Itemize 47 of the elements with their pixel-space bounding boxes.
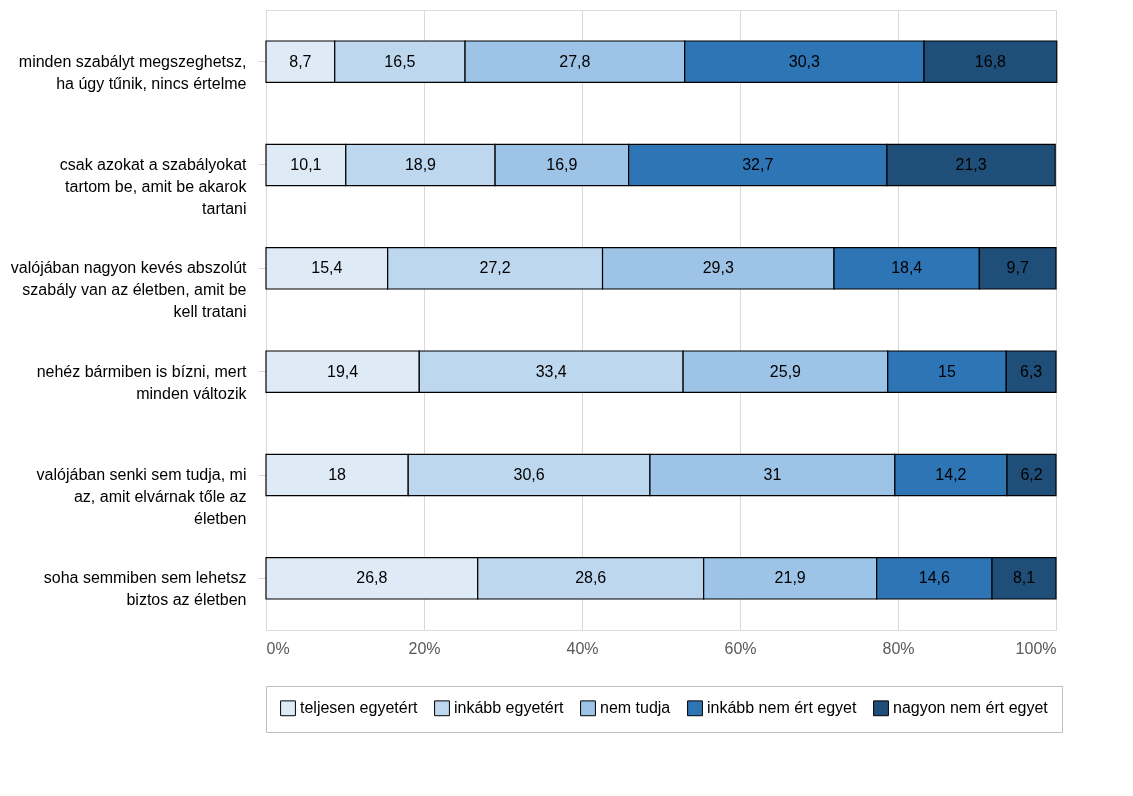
x-tick-label: 100% [1015, 639, 1057, 657]
data-label: 18 [328, 466, 347, 483]
data-label: 21,9 [774, 569, 806, 587]
data-label: 18,9 [404, 156, 437, 173]
legend-label: teljesen egyetért [300, 699, 418, 717]
data-label: 32,7 [742, 156, 774, 173]
data-label: 27,8 [559, 52, 591, 70]
data-label: 25,9 [769, 362, 802, 380]
data-label: 18,4 [891, 259, 923, 277]
data-label: 6,3 [1019, 362, 1043, 380]
y-tick-label: valójában senki sem tudja, mi az, amit elvárnak tőle az életben [36, 466, 247, 527]
data-label: 16,5 [384, 52, 416, 70]
data-label: 6,2 [1020, 466, 1043, 483]
data-label: 30,3 [788, 52, 821, 70]
data-label: 15,4 [311, 259, 343, 277]
x-tick-label: 60% [724, 639, 757, 657]
y-tick-label: csak azokat a szabályokat tartom be, amit be akarok tartani [59, 156, 248, 217]
y-tick-label: soha semmiben sem lehetsz biztos az életben [43, 569, 247, 609]
data-label: 16,9 [546, 156, 578, 173]
data-label: 14,2 [935, 466, 967, 483]
x-tick-label: 0% [266, 639, 290, 657]
data-label: 21,3 [955, 156, 987, 173]
data-label: 9,7 [1006, 259, 1029, 277]
x-tick-label: 20% [408, 639, 441, 657]
data-label: 29,3 [702, 259, 734, 277]
data-label: 28,6 [575, 569, 607, 587]
legend-label: inkább egyetért [454, 699, 564, 717]
x-tick-label: 40% [566, 639, 599, 657]
legend-label: inkább nem ért egyet [707, 699, 857, 717]
legend-label: nem tudja [600, 699, 671, 717]
data-label: 10,1 [290, 156, 322, 173]
y-tick-label: minden szabályt megszeghetsz, ha úgy tűnik, nincs értelme [18, 52, 247, 92]
data-label: 31 [763, 466, 782, 483]
data-label: 16,8 [974, 52, 1007, 70]
legend-label: nagyon nem ért egyet [893, 699, 1049, 717]
data-label: 8,7 [289, 52, 312, 70]
x-tick-label: 80% [882, 639, 915, 657]
data-label: 33,4 [535, 362, 567, 380]
data-label: 15 [938, 362, 956, 380]
data-label: 14,6 [918, 569, 951, 587]
y-tick-label: valójában nagyon kevés abszolút szabály van az életben, amit be kell tratani [10, 259, 248, 321]
data-label: 26,8 [356, 569, 388, 587]
data-label: 27,2 [479, 259, 511, 277]
data-label: 30,6 [513, 466, 545, 483]
y-tick-label: nehéz bármiben is bízni, mert minden változik [36, 362, 248, 402]
data-label: 19,4 [327, 362, 359, 380]
data-label: 8,1 [1012, 569, 1036, 587]
